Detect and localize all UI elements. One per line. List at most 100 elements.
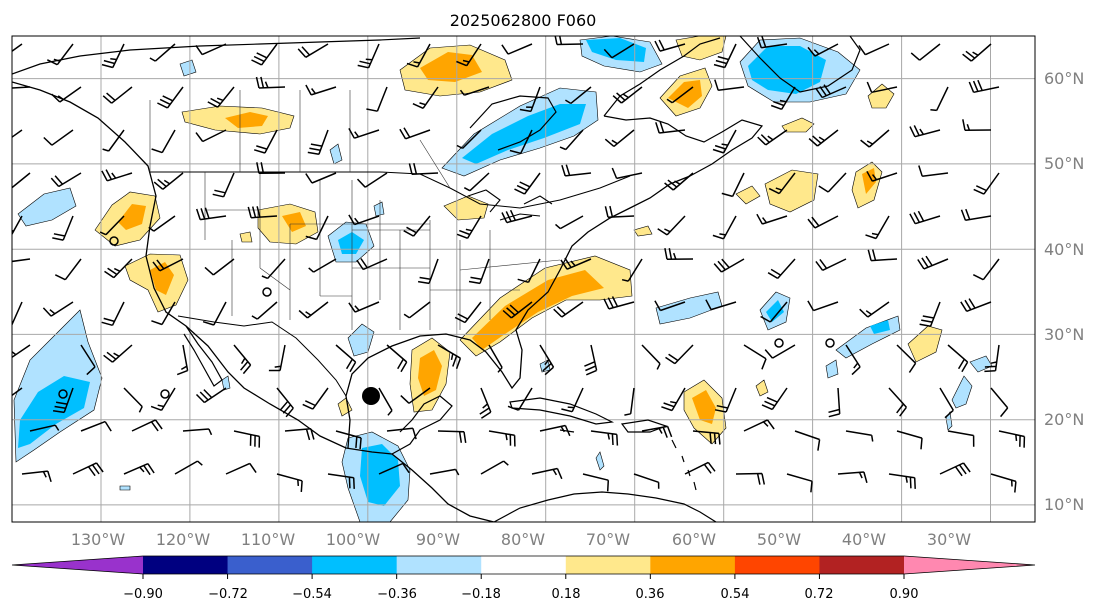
wind-barb [195,207,227,221]
wind-barb [888,473,916,489]
contour-positive [282,212,306,232]
hispaniola [620,419,668,433]
wind-barb [378,462,410,475]
contour-negative [119,485,131,491]
wind-barb [509,129,533,155]
wind-barb [984,344,1000,373]
wind-barb [298,301,329,319]
wind-barb [101,43,125,69]
wind-barb [590,430,619,446]
colorbar-segment [396,556,482,574]
wind-barb [764,344,796,359]
wind-barb [437,344,462,369]
wind-barb [507,387,533,411]
wind-barb [247,206,278,219]
wind-barb [305,215,329,241]
wind-barb [990,387,1009,418]
lat-label: 40°N [1044,240,1084,259]
wind-barb [553,301,584,318]
wind-barb [153,172,184,190]
wind-barb [195,387,227,404]
wind-barb [488,344,503,373]
wind-barb [939,462,971,477]
wind-barb [386,344,408,373]
wind-barb [514,172,541,195]
lat-label: 60°N [1044,69,1084,88]
colorbar-label: −0.54 [292,587,332,602]
wind-barb [12,344,31,359]
wind-barb [417,258,439,285]
calm-circle [262,287,272,297]
wind-barb [307,129,329,156]
wind-barb [131,419,163,432]
wind-barb [561,387,584,413]
wind-barb [501,209,533,224]
wind-barb [947,344,969,373]
wind-barb [531,467,563,480]
colorbar-label: 0.72 [805,587,834,602]
contour-negative [462,104,586,164]
wind-barb [714,387,737,413]
wind-barb [251,43,278,66]
contour-negative [870,320,890,334]
wind-barb [767,258,796,280]
wind-barb [554,36,584,46]
contour-negative [825,359,839,379]
wind-barb [253,129,278,154]
lon-label: 40°W [842,530,886,549]
wind-barb [604,205,635,218]
contour-negative [766,300,784,322]
wind-barb [807,300,839,312]
contour-negative [179,59,197,77]
wind-barb [202,301,227,326]
lon-label: 80°W [501,530,545,549]
contour-negative [360,444,400,506]
wind-barb [80,420,112,432]
wind-barb [151,129,176,154]
coastline-northeast [603,115,764,177]
wind-barb [399,127,431,140]
lat-label: 50°N [1044,154,1084,173]
contour-positive [420,52,482,82]
contour-negative [17,187,77,227]
wind-barb [654,300,686,312]
wind-barb [157,86,184,109]
wind-barb [743,419,775,432]
wind-barb [539,424,571,437]
lon-label: 90°W [416,530,460,549]
contour-positive [907,325,943,363]
lon-label: 120°W [156,530,211,549]
wind-barb [403,215,431,237]
calm-circle [774,338,784,348]
contour-positive [692,390,716,424]
wind-barb [12,172,31,189]
wind-barb [305,172,337,184]
wind-barb [664,172,694,191]
wind-barb [770,86,796,111]
contour-negative [221,375,231,391]
wind-barb [604,129,635,147]
contour-negative [338,232,364,254]
wind-barb [858,43,890,56]
wind-barb [123,387,143,413]
wind-barb [148,215,176,232]
wind-barb [256,162,286,175]
lat-label: 10°N [1044,495,1084,514]
lon-label: 130°W [71,530,126,549]
colorbar-label: −0.72 [208,587,248,602]
wind-barb [12,301,23,327]
wind-barb [947,430,975,447]
wind-barb [539,344,555,376]
wind-barb [786,473,813,493]
wind-barb [909,125,941,138]
wind-barb [962,43,992,62]
contour-negative [329,143,343,165]
wind-barb [661,387,686,412]
wind-barb [565,86,592,105]
wind-barb [808,129,839,147]
wind-barb [960,208,992,222]
wind-barb [794,430,821,451]
contour-positive [862,168,876,194]
wind-barb [268,344,286,372]
wind-barb [176,344,189,376]
